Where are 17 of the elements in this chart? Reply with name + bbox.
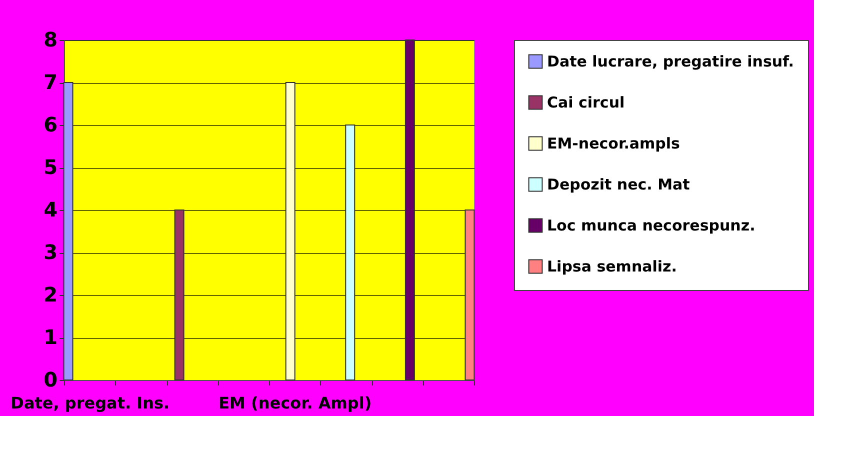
- legend-label: EM-necor.ampls: [547, 134, 680, 152]
- legend-label: Loc munca necorespunz.: [547, 216, 756, 234]
- y-tick-label: 3: [44, 240, 58, 264]
- legend-label: Date lucrare, pregatire insuf.: [547, 52, 794, 70]
- x-tick-label: EM (necor. Ampl): [218, 394, 372, 412]
- legend-label: Lipsa semnaliz.: [547, 258, 677, 276]
- legend-label: Depozit nec. Mat: [547, 176, 690, 194]
- y-tick-label: 6: [44, 112, 58, 136]
- y-tick-label: 7: [44, 70, 58, 94]
- x-tick-label: Date, pregat. Ins.: [10, 394, 170, 412]
- y-tick-label: 5: [44, 155, 58, 179]
- y-tick-label: 0: [44, 368, 58, 392]
- y-tick-label: 4: [44, 198, 58, 222]
- y-tick-label: 2: [44, 282, 58, 306]
- y-tick-label: 1: [44, 325, 58, 349]
- y-tick-label: 8: [44, 28, 58, 52]
- legend-label: Cai circul: [547, 94, 625, 112]
